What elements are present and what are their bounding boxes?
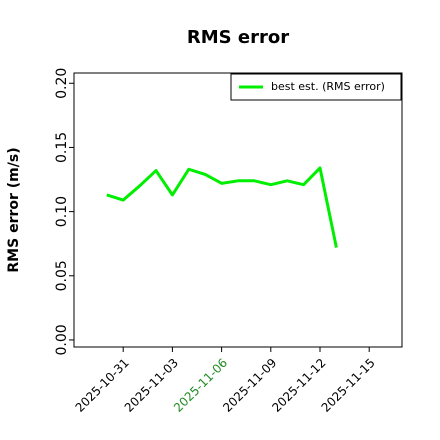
y-axis-label: RMS error (m/s) bbox=[6, 147, 22, 272]
y-tick-label: 0.15 bbox=[54, 132, 70, 163]
plot-frame bbox=[73, 72, 403, 348]
chart-title: RMS error bbox=[187, 27, 289, 48]
y-tick-label: 0.00 bbox=[54, 324, 70, 355]
legend-label: best est. (RMS error) bbox=[271, 80, 385, 93]
y-tick-label: 0.10 bbox=[54, 196, 70, 227]
y-tick-label: 0.20 bbox=[54, 68, 70, 99]
series-line bbox=[106, 166, 338, 248]
y-tick-label: 0.05 bbox=[54, 260, 70, 291]
